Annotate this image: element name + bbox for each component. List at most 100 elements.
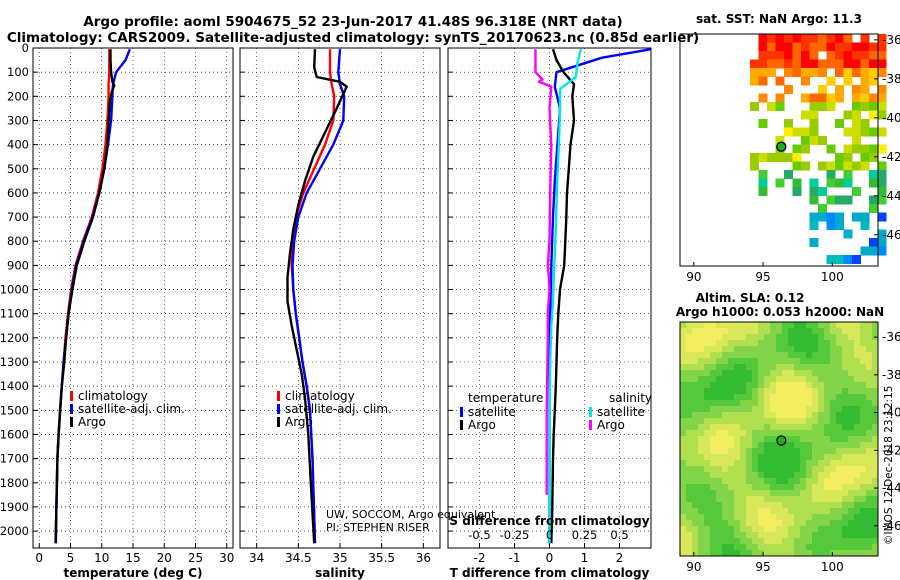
x-tick-label: 95 (755, 560, 770, 574)
sla-cell (746, 328, 753, 335)
sst-cell (860, 102, 870, 111)
sla-cell (830, 466, 837, 473)
sla-cell (854, 532, 861, 539)
sla-cell (728, 526, 735, 533)
sla-cell (788, 376, 795, 383)
sla-cell (872, 436, 879, 443)
sla-cell (758, 430, 765, 437)
sla-cell (734, 430, 741, 437)
sla-cell (818, 460, 825, 467)
sla-cell (734, 358, 741, 365)
sla-cell (818, 430, 825, 437)
sla-cell (830, 346, 837, 353)
sla-cell (740, 322, 747, 329)
sla-cell (698, 340, 705, 347)
sla-cell (818, 508, 825, 515)
sla-cell (872, 532, 879, 539)
sla-cell (776, 496, 783, 503)
y-tick-label: 700 (7, 210, 29, 224)
sla-cell (680, 514, 687, 521)
sla-cell (716, 502, 723, 509)
sla-cell (794, 532, 801, 539)
sla-cell (680, 328, 687, 335)
sla-cell (776, 472, 783, 479)
sst-map-panel: sat. SST: NaN Argo: 11.390 95 100-36-38-40… (679, 12, 900, 284)
sla-cell (872, 346, 879, 353)
sla-cell (818, 406, 825, 413)
sst-cell (818, 68, 827, 77)
sla-cell (698, 460, 705, 467)
sla-cell (824, 508, 831, 515)
sla-cell (734, 436, 741, 443)
sst-cell (826, 34, 836, 43)
sla-cell (716, 460, 723, 467)
sla-cell (728, 448, 735, 455)
imos-stamp: ©IMOS 12-Dec-2018 23:12:15 (883, 386, 895, 545)
sla-cell (692, 502, 699, 509)
sla-cell (746, 490, 753, 497)
sla-cell (776, 538, 783, 545)
sst-cell (877, 187, 887, 196)
sla-cell (830, 388, 837, 395)
sla-cell (692, 526, 699, 533)
sla-cell (788, 466, 795, 473)
sla-cell (782, 460, 789, 467)
sla-cell (782, 442, 789, 449)
sla-cell (716, 472, 723, 479)
sst-cell (843, 68, 853, 77)
sla-cell (860, 358, 867, 365)
sla-cell (860, 424, 867, 431)
sst-cell (792, 161, 802, 171)
sla-cell (746, 472, 753, 479)
sla-cell (728, 358, 735, 365)
sla-cell (740, 340, 747, 347)
sla-cell (680, 406, 687, 413)
sla-cell (740, 346, 747, 353)
sla-cell (788, 496, 795, 503)
sla-cell (710, 382, 717, 389)
sla-cell (788, 400, 795, 407)
sst-cell (843, 76, 853, 86)
sla-cell (692, 478, 699, 485)
sst-cell (809, 195, 819, 205)
sla-cell (812, 430, 819, 437)
sst-cell (843, 51, 853, 60)
sla-cell (746, 496, 753, 503)
legend-swatch (589, 420, 592, 430)
sst-cell (818, 102, 827, 111)
sla-cell (746, 484, 753, 491)
sla-cell (806, 484, 813, 491)
sla-cell (830, 430, 837, 437)
sla-cell (698, 442, 705, 449)
sla-cell (854, 538, 861, 545)
sla-cell (734, 376, 741, 383)
sla-cell (836, 520, 843, 527)
sla-cell (710, 334, 717, 341)
sst-cell (809, 221, 819, 230)
y-tick-label: 1800 (0, 476, 29, 490)
sst-cell (784, 127, 793, 137)
sla-cell (794, 436, 801, 443)
sla-cell (734, 334, 741, 341)
sla-cell (872, 550, 879, 557)
legend-swatch (70, 417, 73, 427)
sla-cell (704, 334, 711, 341)
sla-cell (722, 484, 729, 491)
sla-cell (680, 430, 687, 437)
sla-cell (830, 490, 837, 497)
sla-cell (728, 520, 735, 527)
sst-cell (869, 59, 878, 69)
sla-cell (704, 352, 711, 359)
y-tick-label: -46 (882, 228, 900, 242)
sla-cell (848, 442, 855, 449)
sla-cell (728, 382, 735, 389)
sla-cell (758, 478, 765, 485)
s-tick-label: -0.25 (500, 528, 530, 542)
sla-cell (722, 520, 729, 527)
sla-cell (836, 430, 843, 437)
sla-cell (830, 520, 837, 527)
sla-cell (698, 496, 705, 503)
sla-cell (680, 532, 687, 539)
sst-cell (877, 170, 887, 179)
sla-title-line-2: Argo h1000: 0.053 h2000: NaN (676, 305, 884, 319)
